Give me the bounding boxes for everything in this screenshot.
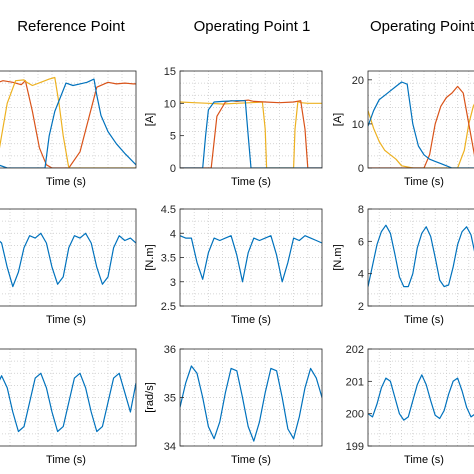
- column-title-operating-point-2: Operating Point 2: [370, 18, 474, 35]
- op2-current-ylabel: [A]: [332, 113, 344, 126]
- op2-current-ytick-label-0: 0: [358, 163, 364, 175]
- op2-speed-series-line-0: [368, 374, 474, 421]
- op2-torque-ytick-label-2: 6: [358, 236, 364, 248]
- op2-speed-axes-box: [367, 348, 474, 447]
- ref-current-series-line-2: [0, 78, 136, 168]
- ref-torque-series-line-0: [0, 232, 136, 288]
- ref-torque-xlabel: Time (s): [46, 314, 86, 326]
- op1-current-series: [180, 99, 322, 168]
- op2-speed-ytick-label-0: 199: [346, 441, 364, 453]
- op1-speed-ylabel: [rad/s]: [144, 382, 156, 413]
- ref-torque-axes-box: [0, 208, 137, 307]
- ref-current-series: [0, 76, 136, 168]
- op2-current-axes-box: [367, 70, 474, 169]
- op2-torque-axes-box: [367, 208, 474, 307]
- plot-grid: Time (s) Time (s) Time (s) 0 5 10 15 [A] Time (s…: [0, 66, 474, 466]
- op1-current-ytick-label-1: 5: [170, 131, 176, 143]
- op1-torque-series: [180, 235, 322, 283]
- op2-speed-ytick-label-1: 200: [346, 409, 364, 421]
- op1-speed-panel: 34 35 36 [rad/s] Time (s): [144, 344, 323, 466]
- op1-current-ytick-label-2: 10: [164, 98, 176, 110]
- ref-current-series-line-0: [0, 80, 136, 168]
- op2-torque-xlabel: Time (s): [404, 314, 444, 326]
- op1-speed-ytick-label-2: 36: [164, 344, 176, 356]
- op2-speed-ytick-label-3: 202: [346, 344, 364, 356]
- ref-speed-series: [0, 372, 136, 433]
- ref-speed-series-line-0: [0, 372, 136, 433]
- op2-speed-background: [368, 349, 474, 446]
- op1-current-gridlines: [180, 71, 322, 168]
- op2-speed-series: [368, 374, 474, 421]
- op1-speed-ytick-label-1: 35: [164, 393, 176, 405]
- op2-speed-ytick-label-2: 201: [346, 376, 364, 388]
- op1-current-xlabel: Time (s): [231, 176, 271, 188]
- ref-speed-xlabel: Time (s): [46, 454, 86, 466]
- op1-speed-series-line-0: [180, 365, 322, 442]
- op1-speed-ytick-label-0: 34: [164, 441, 176, 453]
- op1-torque-series-line-0: [180, 235, 322, 283]
- ref-current-xlabel: Time (s): [46, 176, 86, 188]
- op2-torque-ytick-label-1: 4: [358, 269, 364, 281]
- column-title-reference-point: Reference Point: [17, 18, 125, 35]
- op1-current-ytick-label-3: 15: [164, 66, 176, 78]
- op1-speed-gridlines: [180, 349, 322, 446]
- op1-speed-xlabel: Time (s): [231, 454, 271, 466]
- op2-current-series-line-0: [368, 103, 474, 168]
- op1-torque-ytick-label-0: 2.5: [161, 301, 176, 313]
- op1-current-axes-box: [179, 70, 323, 169]
- op1-torque-panel: 2.5 3 3.5 4 4.5 [N.m] Time (s): [144, 204, 323, 326]
- ref-current-axes-box: [0, 70, 137, 169]
- ref-torque-series: [0, 232, 136, 288]
- op2-current-series-line-2: [368, 81, 474, 168]
- op1-torque-ytick-label-3: 4: [170, 228, 176, 240]
- op2-current-gridlines: [368, 71, 474, 168]
- op1-torque-ytick-label-4: 4.5: [161, 204, 176, 216]
- op1-current-series-line-2: [180, 100, 322, 168]
- ref-current-panel: Time (s): [0, 70, 137, 188]
- op2-torque-panel: 2 4 6 8 [N.m] Time (s): [332, 204, 474, 326]
- op1-speed-series: [180, 365, 322, 442]
- op2-torque-series: [368, 224, 474, 288]
- op2-torque-ytick-label-0: 2: [358, 301, 364, 313]
- op1-torque-ylabel: [N.m]: [144, 244, 156, 270]
- op1-current-panel: 0 5 10 15 [A] Time (s): [144, 66, 323, 188]
- op2-current-series: [368, 81, 474, 168]
- op1-torque-ytick-label-2: 3.5: [161, 253, 176, 265]
- op2-speed-panel: 199 200 201 202 Time (s): [346, 344, 474, 466]
- op2-current-series-line-1: [368, 85, 474, 168]
- op2-speed-gridlines: [368, 349, 474, 446]
- op2-torque-series-line-0: [368, 224, 474, 288]
- ref-speed-panel: Time (s): [0, 348, 137, 466]
- ref-torque-panel: Time (s): [0, 208, 137, 326]
- op2-torque-ytick-label-3: 8: [358, 204, 364, 216]
- op2-current-ytick-label-2: 20: [352, 75, 364, 87]
- op1-torque-xlabel: Time (s): [231, 314, 271, 326]
- ref-current-series-line-1: [0, 76, 136, 168]
- op2-current-ytick-label-1: 10: [352, 119, 364, 131]
- column-title-operating-point-1: Operating Point 1: [194, 18, 311, 35]
- op2-current-panel: 0 10 20 [A] Time (s): [332, 70, 474, 188]
- op2-torque-ylabel: [N.m]: [332, 244, 344, 270]
- op2-speed-xlabel: Time (s): [404, 454, 444, 466]
- op2-current-xlabel: Time (s): [404, 176, 444, 188]
- op1-current-ytick-label-0: 0: [170, 163, 176, 175]
- op1-torque-ytick-label-1: 3: [170, 277, 176, 289]
- ref-speed-axes-box: [0, 348, 137, 447]
- op1-current-ylabel: [A]: [144, 113, 156, 126]
